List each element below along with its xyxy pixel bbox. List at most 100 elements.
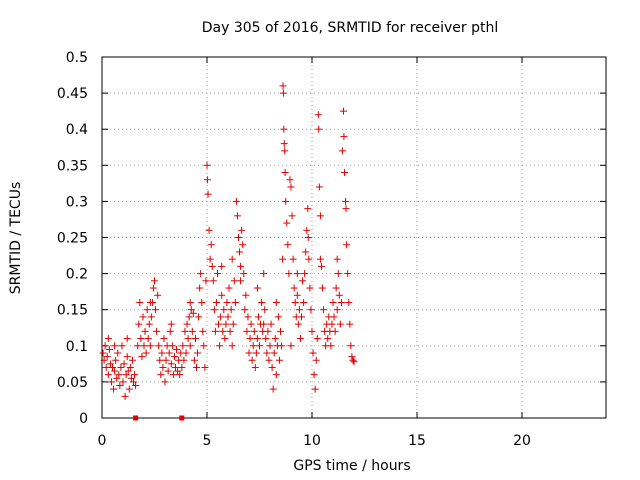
data-point	[334, 270, 342, 278]
data-point	[332, 284, 340, 292]
data-point	[293, 270, 301, 278]
data-point	[278, 342, 286, 350]
data-point	[194, 349, 202, 357]
data-point	[165, 349, 173, 357]
data-point	[136, 298, 144, 306]
data-point	[205, 226, 213, 234]
data-point	[226, 327, 234, 335]
data-point	[209, 277, 217, 285]
data-point	[342, 205, 350, 213]
data-point	[211, 327, 219, 335]
data-point	[198, 298, 206, 306]
data-point	[210, 306, 218, 314]
data-point	[238, 226, 246, 234]
data-point	[262, 335, 270, 343]
data-point	[183, 320, 191, 328]
data-point	[112, 356, 120, 364]
x-tick-label: 15	[408, 433, 426, 449]
data-point	[320, 306, 328, 314]
data-point	[228, 255, 236, 263]
data-point	[281, 169, 289, 177]
y-axis-label: SRMTID / TECUs	[8, 182, 24, 295]
data-point	[336, 320, 344, 328]
data-point	[191, 335, 199, 343]
data-point	[176, 371, 184, 379]
y-tick-label: 0.15	[57, 303, 88, 319]
data-point	[193, 363, 200, 371]
data-point	[105, 345, 113, 353]
data-point	[279, 89, 287, 97]
data-point	[304, 205, 312, 213]
data-point	[217, 313, 225, 321]
data-point	[110, 385, 118, 393]
data-point	[284, 241, 292, 249]
data-point	[251, 363, 259, 371]
data-point	[310, 371, 318, 379]
data-point	[305, 255, 313, 263]
data-point	[225, 284, 233, 292]
data-point	[335, 291, 343, 299]
data-point	[188, 327, 196, 335]
data-point	[341, 169, 349, 177]
data-point	[115, 371, 123, 379]
data-point	[208, 262, 216, 270]
data-point	[315, 125, 323, 133]
data-point	[144, 335, 152, 343]
data-point	[349, 356, 357, 364]
data-point	[201, 363, 209, 371]
data-point	[143, 306, 151, 314]
data-point	[185, 313, 193, 321]
data-point	[302, 248, 310, 256]
data-point	[227, 306, 235, 314]
data-point	[159, 363, 167, 371]
y-tick-label: 0.1	[66, 339, 88, 355]
data-point	[224, 313, 232, 321]
data-point	[203, 176, 211, 184]
data-point	[346, 320, 354, 328]
y-tick-label: 0.5	[66, 50, 88, 66]
data-point	[294, 320, 302, 328]
data-point	[190, 356, 198, 364]
y-tick-label: 0.4	[66, 122, 88, 138]
data-point	[304, 234, 312, 241]
data-point	[289, 255, 297, 263]
data-point	[197, 270, 205, 278]
data-point	[130, 378, 137, 386]
data-point	[298, 313, 305, 321]
data-point	[319, 284, 326, 292]
data-point	[128, 356, 136, 364]
plot-frame	[101, 56, 607, 419]
data-point	[306, 284, 314, 292]
data-point	[147, 313, 155, 321]
data-point	[330, 313, 338, 321]
data-point	[272, 371, 280, 379]
data-point	[214, 270, 221, 278]
data-point	[219, 327, 227, 335]
data-point	[260, 270, 268, 278]
data-point-square	[179, 415, 185, 421]
data-point	[266, 342, 274, 350]
data-point	[104, 335, 112, 343]
data-point	[287, 342, 295, 350]
axis-ticks: 0 5 10 15 20 0 0.05 0.1 0.15 0.2 0.25 0.3 0.35 0.4 0.4…	[57, 50, 606, 449]
data-point	[181, 327, 189, 335]
data-point	[167, 320, 175, 328]
data-point	[178, 363, 186, 371]
data-point	[204, 190, 212, 198]
data-point	[229, 320, 237, 328]
data-point	[300, 298, 308, 306]
data-point	[261, 306, 269, 314]
data-point	[316, 212, 324, 220]
data-point	[200, 342, 208, 350]
data-point	[199, 327, 207, 335]
data-point	[149, 284, 157, 292]
data-point	[179, 342, 187, 350]
data-point	[313, 335, 321, 343]
data-point	[237, 277, 245, 285]
data-point	[272, 298, 280, 306]
data-point	[114, 349, 122, 357]
data-point	[145, 320, 153, 328]
data-point	[222, 320, 230, 328]
data-point	[216, 342, 224, 350]
data-point	[161, 378, 169, 386]
